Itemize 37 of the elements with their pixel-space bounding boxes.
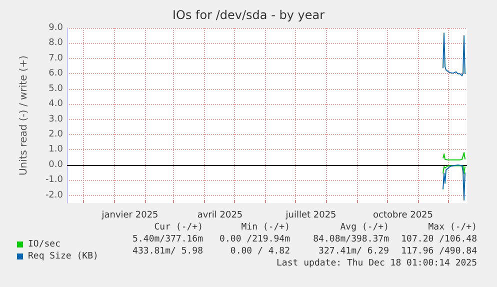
y-axis-title: Units read (-) / write (+) <box>18 55 30 176</box>
y-tick-label: 8.0 <box>48 38 64 48</box>
y-tick-label: 2.0 <box>48 130 64 140</box>
x-tick-label: janvier 2025 <box>100 210 158 220</box>
text: 327.41m/ 6.29 <box>318 246 390 256</box>
text: Cur (-/+) <box>154 222 204 232</box>
y-tick-label: 0.0 <box>48 160 64 170</box>
x-tick-label: octobre 2025 <box>372 210 434 220</box>
chart-title: IOs for /dev/sda - by year <box>172 8 325 22</box>
y-tick-label: 9.0 <box>48 23 64 33</box>
y-tick-label: -2.0 <box>45 190 64 200</box>
y-tick-label: -1.0 <box>45 175 64 186</box>
y-tick-label: 1.0 <box>48 144 64 155</box>
line-series <box>442 152 466 160</box>
text: 0.00 / 4.82 <box>230 246 290 256</box>
line-series <box>442 165 466 174</box>
text: Last update: Thu Dec 18 01:00:14 2025 <box>276 258 477 268</box>
y-tick-label: 6.0 <box>48 68 64 79</box>
y-tick-label: 5.0 <box>48 84 64 94</box>
text: Min (-/+) <box>241 222 290 232</box>
text: Max (-/+) <box>428 222 478 232</box>
y-tick-label: 4.0 <box>48 99 64 110</box>
text: 84.08m/398.37m <box>313 234 389 244</box>
text: 117.96 /490.84 <box>401 246 477 256</box>
legend-label: Req Size (KB) <box>28 252 98 262</box>
text: 107.20 /106.48 <box>401 234 477 244</box>
text: 433.81m/ 5.98 <box>132 246 204 256</box>
legend-label: IO/sec <box>28 240 61 250</box>
x-tick-label: avril 2025 <box>197 210 243 220</box>
line-series <box>442 164 466 200</box>
line-series <box>442 32 466 76</box>
y-tick-label: 3.0 <box>48 114 64 124</box>
x-tick-label: juillet 2025 <box>284 210 336 220</box>
text: 5.40m/377.16m <box>132 234 204 244</box>
text: Avg (-/+) <box>340 222 390 232</box>
text: 0.00 /219.94m <box>220 234 290 244</box>
y-tick-label: 7.0 <box>48 53 64 64</box>
